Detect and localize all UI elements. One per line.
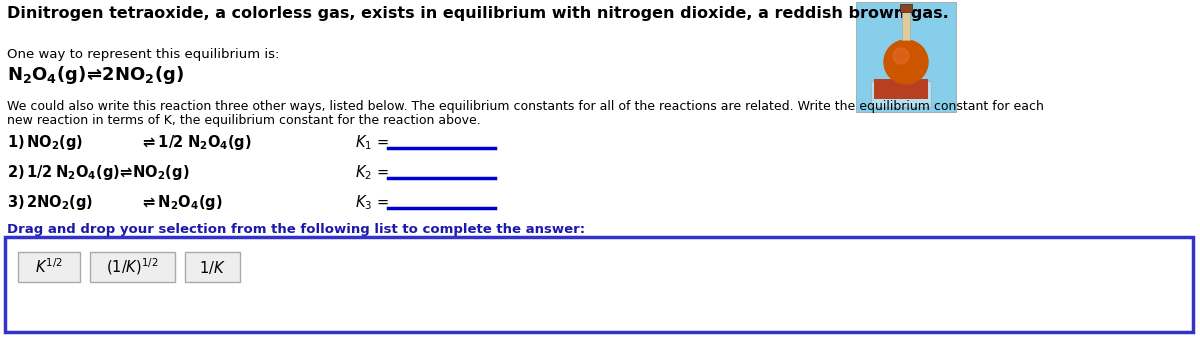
Text: $K^{1/2}$: $K^{1/2}$ <box>35 258 62 276</box>
Text: $(1/K)^{1/2}$: $(1/K)^{1/2}$ <box>107 257 158 277</box>
Text: $1/K$: $1/K$ <box>199 258 226 275</box>
Text: $\mathbf{\rightleftharpoons N_2O_4(g)}$: $\mathbf{\rightleftharpoons N_2O_4(g)}$ <box>140 193 223 212</box>
Bar <box>5 237 1193 332</box>
Text: $\mathbf{N_2O_4(g)}\!\mathbf{\rightleftharpoons}\!\mathbf{2NO_2(g)}$: $\mathbf{N_2O_4(g)}\!\mathbf{\rightlefth… <box>7 64 184 86</box>
Bar <box>856 2 956 112</box>
Bar <box>185 252 240 282</box>
Text: $\mathbf{1)\,NO_2(g)}$: $\mathbf{1)\,NO_2(g)}$ <box>7 133 83 152</box>
Text: Dinitrogen tetraoxide, a colorless gas, exists in equilibrium with nitrogen diox: Dinitrogen tetraoxide, a colorless gas, … <box>7 6 949 21</box>
Bar <box>871 81 931 107</box>
Circle shape <box>893 48 910 64</box>
Text: One way to represent this equilibrium is:: One way to represent this equilibrium is… <box>7 48 280 61</box>
Bar <box>900 4 912 12</box>
Bar <box>90 252 175 282</box>
Text: $\mathbf{3)\,2NO_2(g)}$: $\mathbf{3)\,2NO_2(g)}$ <box>7 193 94 212</box>
Text: new reaction in terms of K, the equilibrium constant for the reaction above.: new reaction in terms of K, the equilibr… <box>7 114 481 127</box>
Text: We could also write this reaction three other ways, listed below. The equilibriu: We could also write this reaction three … <box>7 100 1044 113</box>
Text: $\mathbf{\rightleftharpoons 1/2\;N_2O_4(g)}$: $\mathbf{\rightleftharpoons 1/2\;N_2O_4(… <box>140 133 252 152</box>
Bar <box>902 10 910 40</box>
Text: $K_1\,=$: $K_1\,=$ <box>355 133 390 152</box>
Circle shape <box>884 40 928 84</box>
Text: $K_2\,=$: $K_2\,=$ <box>355 163 390 182</box>
Bar <box>874 79 928 99</box>
Text: $K_3\,=$: $K_3\,=$ <box>355 193 390 212</box>
Bar <box>18 252 80 282</box>
Text: Drag and drop your selection from the following list to complete the answer:: Drag and drop your selection from the fo… <box>7 223 586 236</box>
Text: $\mathbf{2)\,1/2\;N_2O_4(g)\!\rightleftharpoons\! NO_2(g)}$: $\mathbf{2)\,1/2\;N_2O_4(g)\!\rightlefth… <box>7 163 190 182</box>
